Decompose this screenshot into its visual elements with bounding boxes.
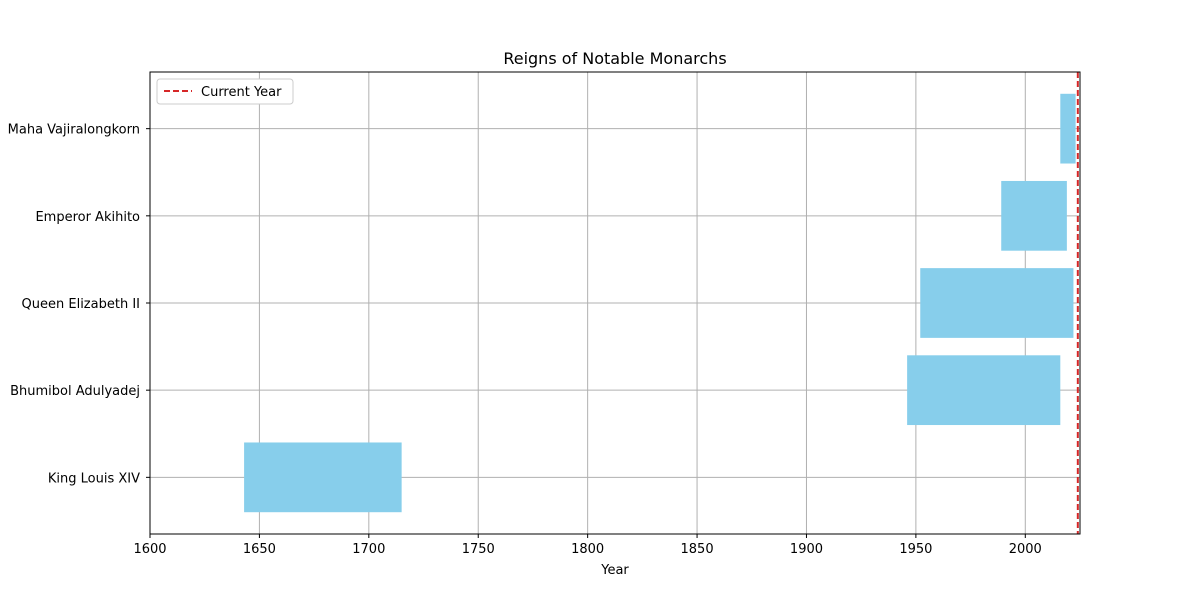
x-tick-label: 1750 <box>462 542 495 557</box>
x-tick-label: 1900 <box>790 542 823 557</box>
legend-box <box>156 78 294 105</box>
y-tick-label: Bhumibol Adulyadej <box>10 384 140 399</box>
y-tick-label: Emperor Akihito <box>35 210 140 225</box>
reign-bar <box>1001 180 1067 251</box>
legend: Current Year <box>156 78 294 105</box>
y-tick-label: Maha Vajiralongkorn <box>8 123 140 138</box>
reign-bar <box>244 442 402 513</box>
reign-bars <box>244 93 1076 513</box>
reign-bar <box>1060 93 1076 164</box>
legend-entry-current-year: Current Year <box>201 85 282 100</box>
grid-lines <box>149 72 1080 534</box>
x-axis-title: Year <box>600 563 629 578</box>
x-tick-label: 1600 <box>133 542 166 557</box>
chart-title: Reigns of Notable Monarchs <box>503 49 726 68</box>
x-tick-label: 2000 <box>1009 542 1042 557</box>
y-tick-label: King Louis XIV <box>48 471 140 486</box>
reign-bar <box>907 355 1061 426</box>
axis-ticks: 1600 1650 1700 1750 1800 1850 1900 1950 2000 King… <box>8 123 1042 557</box>
x-tick-label: 1850 <box>681 542 714 557</box>
x-tick-label: 1950 <box>899 542 932 557</box>
x-tick-label: 1700 <box>352 542 385 557</box>
x-tick-label: 1800 <box>571 542 604 557</box>
reign-bar <box>920 268 1074 338</box>
y-tick-label: Queen Elizabeth II <box>22 297 140 312</box>
x-tick-label: 1650 <box>243 542 276 557</box>
